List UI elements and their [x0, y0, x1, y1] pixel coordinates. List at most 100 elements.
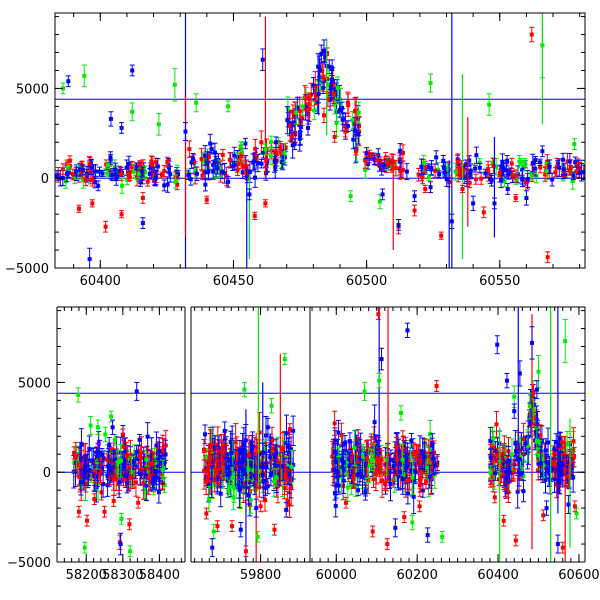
data-point	[335, 457, 341, 487]
outlier-point-red	[204, 195, 210, 204]
data-point	[143, 452, 149, 467]
outlier-point-green	[241, 381, 247, 398]
data-point	[364, 440, 370, 477]
data-point	[95, 180, 101, 192]
outlier-point-green	[300, 96, 306, 116]
data-point	[297, 119, 303, 145]
data-point	[246, 459, 252, 481]
data-point	[357, 464, 363, 483]
outlier-point-green	[129, 102, 135, 122]
data-point	[570, 171, 576, 181]
data-point	[512, 430, 518, 457]
data-point	[525, 170, 531, 189]
data-point	[105, 473, 111, 497]
outlier-point-blue	[253, 498, 259, 518]
outlier-point-red	[229, 520, 235, 532]
outlier-point-blue	[161, 179, 167, 192]
outlier-point-red	[481, 206, 487, 219]
outlier-point-green	[81, 64, 87, 88]
outlier-point-red	[103, 220, 109, 233]
outlier-point-blue	[222, 421, 228, 441]
outlier-point-blue	[345, 120, 351, 133]
plot-area	[310, 307, 585, 562]
outlier-point-red	[343, 496, 349, 509]
outlier-point-blue	[534, 380, 540, 400]
data-point	[521, 422, 527, 456]
outlier-point-green	[377, 193, 383, 210]
data-point	[252, 167, 258, 188]
outlier-point-blue	[246, 188, 252, 201]
outlier-point-blue	[491, 197, 497, 210]
data-point	[230, 161, 236, 171]
x-tick-label: 60600	[558, 568, 599, 583]
x-tick-label: 60400	[477, 568, 518, 583]
outlier-point-red	[76, 505, 82, 518]
data-point	[218, 480, 224, 508]
data-point	[160, 459, 166, 481]
outlier-point-green	[409, 514, 415, 531]
data-point	[167, 165, 173, 183]
data-point	[423, 473, 429, 490]
data-point	[231, 473, 237, 503]
x-tick-label: 58200	[66, 568, 107, 583]
outlier-point-green	[172, 68, 178, 102]
outlier-point-red	[384, 538, 390, 550]
outlier-point-red	[513, 193, 519, 203]
data-point	[203, 468, 209, 496]
data-point	[571, 446, 577, 468]
data-point	[566, 164, 572, 176]
data-point	[238, 141, 244, 152]
data-point	[272, 156, 278, 179]
outlier-point-blue	[504, 372, 510, 389]
data-point	[228, 439, 234, 467]
outlier-point-red	[161, 165, 167, 177]
data-point	[288, 469, 294, 506]
data-point	[352, 97, 358, 125]
outlier-point-red	[401, 511, 407, 523]
data-point	[277, 140, 283, 155]
outlier-point-green	[82, 541, 88, 554]
data-point	[65, 162, 71, 171]
outlier-point-green	[376, 372, 382, 389]
data-point	[549, 172, 555, 187]
y-tick-label: 0	[43, 466, 51, 481]
data-point	[581, 164, 585, 180]
outlier-point-blue	[329, 69, 335, 89]
outlier-point-green	[255, 530, 261, 543]
data-point	[408, 432, 414, 449]
outlier-point-green	[156, 113, 162, 136]
data-point	[485, 160, 491, 178]
outlier-point-green	[428, 73, 434, 93]
y-tick-label: 5000	[18, 376, 51, 391]
data-point	[275, 137, 281, 147]
data-point	[115, 449, 121, 475]
data-point	[284, 468, 290, 491]
data-point	[472, 164, 478, 173]
data-point	[80, 164, 86, 176]
axis-segment: 60000 60200 60400 60600	[310, 306, 600, 583]
data-point	[440, 154, 446, 167]
plot-area	[55, 13, 585, 268]
data-point	[373, 457, 379, 492]
data-point	[236, 449, 242, 476]
data-point	[338, 422, 344, 448]
outlier-point-green	[362, 381, 368, 401]
data-point	[530, 153, 536, 173]
outlier-point-red	[91, 493, 97, 506]
data-point	[293, 100, 299, 125]
outlier-point-red	[111, 495, 117, 507]
data-point	[570, 427, 576, 456]
data-point	[199, 170, 205, 181]
outlier-point-green	[282, 353, 288, 365]
data-point	[444, 171, 450, 187]
data-point	[73, 166, 79, 177]
outlier-point-blue	[555, 534, 561, 554]
data-point	[537, 158, 543, 167]
data-point	[384, 448, 390, 480]
outlier-point-blue	[65, 75, 71, 88]
outlier-point-green	[348, 190, 354, 203]
outlier-point-green	[75, 387, 81, 403]
outlier-point-blue	[260, 48, 266, 71]
data-point	[107, 151, 113, 164]
